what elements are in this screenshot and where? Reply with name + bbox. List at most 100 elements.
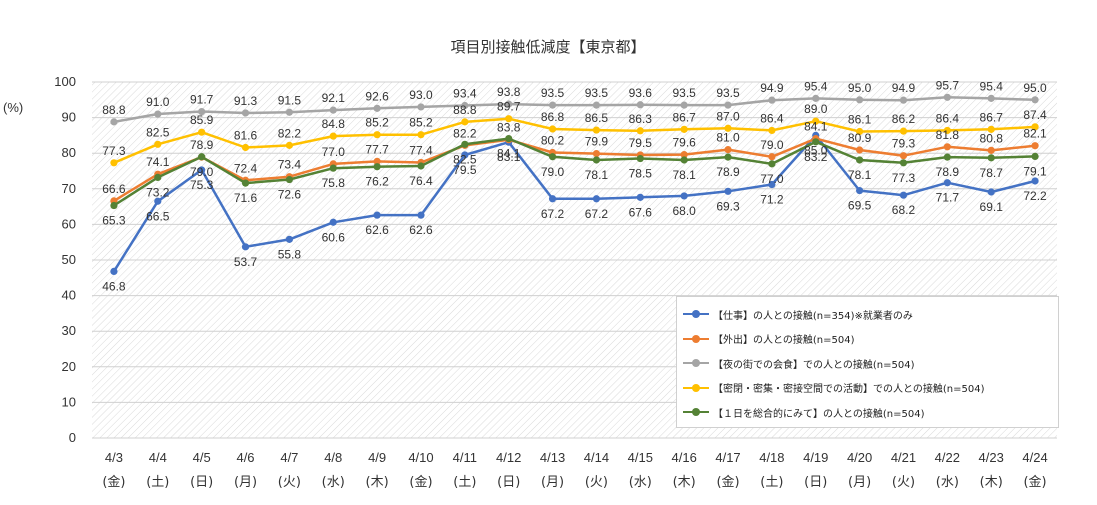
x-tick-weekday: (日) [804, 475, 827, 490]
data-point-night-dining [110, 118, 118, 126]
data-label-closed-spaces: 85.2 [365, 116, 389, 130]
y-tick-label: 70 [62, 181, 76, 196]
data-label-outing: 80.8 [980, 131, 1004, 145]
data-point-overall [198, 153, 206, 161]
data-label-work: 68.0 [672, 204, 696, 218]
x-tick-label: 4/6 [236, 450, 254, 465]
data-label-work: 66.5 [146, 209, 170, 223]
data-label-closed-spaces: 85.9 [190, 113, 214, 127]
data-label-overall: 77.3 [892, 171, 916, 185]
x-tick-weekday: (火) [892, 475, 915, 490]
data-label-night-dining: 88.8 [102, 103, 126, 117]
data-point-outing [592, 149, 601, 158]
x-tick-label: 4/13 [540, 450, 565, 465]
data-label-outing: 78.9 [190, 138, 214, 152]
data-label-closed-spaces: 86.1 [848, 112, 872, 126]
x-tick-weekday: (火) [585, 475, 608, 490]
data-label-work: 62.6 [409, 223, 433, 237]
data-label-overall: 79.0 [541, 165, 565, 179]
legend-item-outing: 【外出】の人との接触(n=504) [683, 327, 1058, 352]
series-line-work [112, 134, 1036, 273]
data-point-work [680, 192, 688, 200]
x-tick-weekday: (水) [936, 475, 959, 490]
data-label-work: 71.2 [760, 193, 784, 207]
x-tick-weekday: (金) [102, 474, 125, 490]
data-point-overall [592, 156, 601, 164]
x-tick-weekday: (土) [453, 475, 476, 490]
data-point-closed-spaces [592, 126, 601, 134]
data-point-overall [505, 135, 513, 143]
legend: 【仕事】の人との接触(n=354)※就業者のみ 【外出】の人との接触(n=504… [676, 296, 1059, 428]
data-label-night-dining: 95.0 [848, 81, 872, 95]
data-label-overall: 78.9 [716, 165, 740, 179]
data-label-night-dining: 93.5 [716, 86, 740, 100]
data-point-overall [461, 140, 469, 148]
x-tick-weekday: (月) [541, 475, 564, 490]
legend-item-night-dining: 【夜の街での会食】での人との接触(n=504) [683, 351, 1058, 376]
data-label-work: 53.7 [234, 255, 258, 269]
data-point-work [548, 195, 557, 203]
data-label-night-dining: 93.6 [629, 86, 653, 100]
data-point-overall [285, 175, 293, 184]
data-label-overall: 76.2 [365, 175, 389, 189]
legend-item-overall: 【１日を総合的にみて】の人との接触(n=504) [683, 400, 1058, 425]
data-point-overall [856, 156, 864, 164]
y-axis-label: (%) [3, 100, 23, 115]
data-label-night-dining: 95.7 [936, 78, 960, 92]
data-label-outing: 74.1 [146, 155, 170, 169]
y-tick-label: 60 [62, 216, 76, 231]
data-point-night-dining [987, 94, 995, 102]
data-label-outing: 80.9 [848, 131, 872, 145]
data-label-night-dining: 93.5 [541, 86, 565, 100]
data-point-night-dining [1031, 96, 1039, 104]
x-tick-weekday: (木) [673, 475, 696, 490]
series-line-overall [113, 137, 1036, 207]
data-point-work [110, 267, 118, 275]
data-point-overall [768, 160, 776, 168]
x-tick-weekday: (金) [409, 474, 432, 490]
data-label-overall: 78.1 [672, 168, 696, 182]
legend-label: 【１日を総合的にみて】の人との接触(n=504) [713, 408, 925, 420]
data-point-night-dining [592, 101, 601, 109]
data-label-closed-spaces: 86.7 [672, 110, 696, 124]
data-label-closed-spaces: 82.5 [146, 125, 170, 139]
data-point-night-dining [285, 108, 293, 116]
data-label-outing: 80.2 [541, 133, 565, 147]
data-label-overall: 75.8 [322, 176, 346, 190]
data-point-work [768, 180, 776, 189]
data-point-outing [899, 152, 908, 160]
y-tick-label: 40 [62, 288, 76, 303]
x-tick-weekday: (土) [760, 475, 783, 490]
data-point-night-dining [636, 101, 644, 109]
x-tick-weekday: (水) [629, 475, 652, 490]
x-tick-label: 4/23 [979, 450, 1004, 465]
data-label-outing: 79.0 [760, 138, 784, 152]
data-label-overall: 78.1 [848, 168, 872, 182]
data-point-work [943, 179, 951, 187]
y-tick-label: 0 [69, 430, 76, 445]
data-label-work: 85.0 [804, 143, 828, 157]
x-tick-label: 4/9 [368, 450, 386, 465]
data-point-overall [943, 153, 951, 161]
data-point-work [285, 235, 293, 243]
data-point-outing [373, 157, 381, 165]
data-label-closed-spaces: 77.3 [102, 144, 126, 158]
data-label-work: 46.8 [102, 279, 126, 293]
data-point-closed-spaces [680, 125, 688, 133]
data-label-closed-spaces: 89.0 [804, 102, 828, 116]
data-label-outing: 77.7 [365, 142, 389, 156]
y-axis-ticks: 0 10 20 30 40 50 60 70 80 90 100 [54, 74, 76, 445]
data-point-overall [899, 159, 908, 167]
data-point-work [856, 186, 864, 195]
legend-label: 【夜の街での会食】での人との接触(n=504) [713, 359, 915, 371]
data-point-closed-spaces [548, 125, 557, 133]
x-tick-label: 4/21 [891, 450, 916, 465]
gridlines [92, 81, 1057, 439]
x-tick-label: 4/11 [453, 450, 477, 465]
data-label-night-dining: 93.8 [497, 85, 521, 99]
data-label-overall: 82.5 [453, 152, 477, 166]
data-label-overall: 84.1 [497, 147, 521, 161]
x-tick-label: 4/22 [935, 450, 960, 465]
data-label-work: 79.5 [453, 163, 477, 177]
data-label-outing: 79.3 [892, 137, 916, 151]
